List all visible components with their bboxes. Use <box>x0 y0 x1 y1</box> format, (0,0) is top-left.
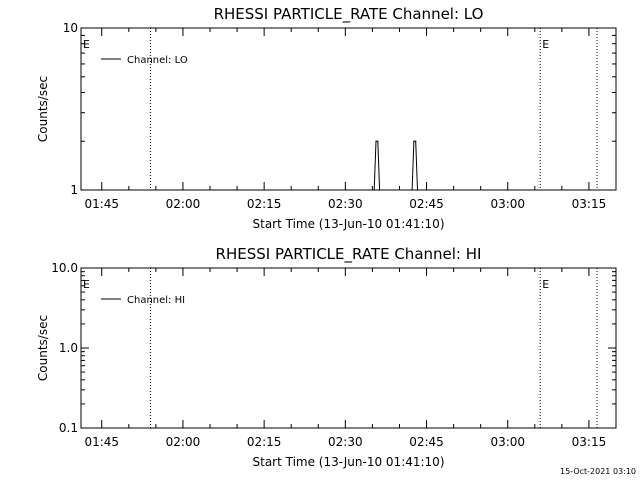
x-tick-label: 02:45 <box>409 435 444 449</box>
footer-timestamp: 15-Oct-2021 03:10 <box>560 467 636 476</box>
flag-label: E <box>83 278 90 291</box>
data-point <box>416 189 419 191</box>
x-tick-label: 02:00 <box>166 197 201 211</box>
plot-frame <box>80 27 617 191</box>
y-axis-label: Counts/sec <box>36 315 50 381</box>
legend-label: Channel: LO <box>127 55 188 66</box>
x-tick-label: 02:00 <box>166 435 201 449</box>
x-tick-label: 02:15 <box>247 197 282 211</box>
data-point <box>411 189 413 191</box>
x-tick-label: 02:30 <box>328 435 363 449</box>
chart-panel-1: RHESSI PARTICLE_RATE Channel: LO Counts/s… <box>36 5 617 231</box>
flag-label: E <box>542 278 549 291</box>
x-tick-label: 03:00 <box>490 435 525 449</box>
x-tick-label: 02:30 <box>328 197 363 211</box>
x-tick-label: 02:15 <box>247 435 282 449</box>
y-tick-label: 1.0 <box>59 341 78 355</box>
y-tick-label: 0.1 <box>59 421 78 435</box>
flag-label: E <box>542 38 549 51</box>
x-axis-label: Start Time (13-Jun-10 01:41:10) <box>253 455 445 469</box>
x-axis-label: Start Time (13-Jun-10 01:41:10) <box>253 217 445 231</box>
data-point <box>377 140 379 142</box>
data-point <box>373 189 375 191</box>
x-tick-label: 01:45 <box>84 435 119 449</box>
x-tick-label: 03:15 <box>572 435 607 449</box>
chart-title: RHESSI PARTICLE_RATE Channel: LO <box>214 5 484 24</box>
legend-label: Channel: HI <box>127 295 185 306</box>
x-tick-label: 03:15 <box>572 197 607 211</box>
data-point <box>379 189 381 191</box>
data-point <box>413 140 415 142</box>
chart-title: RHESSI PARTICLE_RATE Channel: HI <box>216 245 482 264</box>
data-point <box>375 140 377 142</box>
chart-panel-2: RHESSI PARTICLE_RATE Channel: HI Counts/s… <box>36 245 617 469</box>
y-tick-label: 10.0 <box>51 261 78 275</box>
y-tick-label: 1 <box>70 183 78 197</box>
x-tick-label: 03:00 <box>490 197 525 211</box>
y-axis-label: Counts/sec <box>36 76 50 142</box>
x-tick-label: 01:45 <box>84 197 119 211</box>
data-point <box>415 140 417 142</box>
y-tick-label: 10 <box>63 21 78 35</box>
x-tick-label: 02:45 <box>409 197 444 211</box>
flag-label: E <box>83 38 90 51</box>
